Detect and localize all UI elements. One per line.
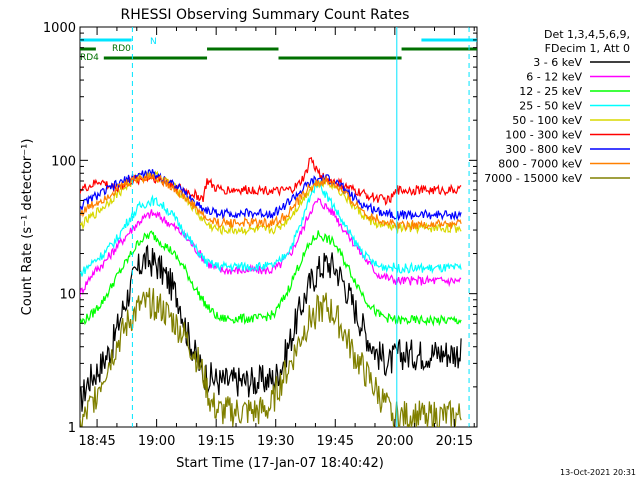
x-tick-label: 20:00 <box>376 434 413 449</box>
x-axis-label: Start Time (17-Jan-07 18:40:42) <box>176 456 384 471</box>
timestamp: 13-Oct-2021 20:31 <box>560 468 636 477</box>
bar-label-n: N <box>150 37 157 47</box>
series-line-2 <box>80 230 462 327</box>
axes-layer: 1 10 100 1000 18:45 19:00 19:15 19:30 19:45 20:00… <box>43 21 477 449</box>
series-line-6 <box>80 169 462 222</box>
legend-entry-label: 100 - 300 keV <box>505 129 582 142</box>
legend: Det 1,3,4,5,6,9,FDecim 1, Att 03 - 6 keV… <box>484 28 630 185</box>
chart-title: RHESSI Observing Summary Count Rates <box>121 7 410 23</box>
x-tick-label: 19:00 <box>138 434 175 449</box>
legend-header-line: Det 1,3,4,5,6,9, <box>544 28 630 41</box>
y-tick-label: 100 <box>51 154 76 169</box>
legend-entry-label: 6 - 12 keV <box>526 71 582 84</box>
x-tick-label: 19:15 <box>197 434 234 449</box>
legend-entry-label: 25 - 50 keV <box>519 100 582 113</box>
vertical-markers-layer <box>131 27 470 427</box>
legend-entry-label: 3 - 6 keV <box>533 56 582 69</box>
series-line-8 <box>80 287 462 427</box>
series-line-4 <box>80 170 462 236</box>
y-tick-label: 1000 <box>43 21 76 36</box>
series-line-0 <box>80 244 462 412</box>
legend-entry-label: 7000 - 15000 keV <box>484 172 582 185</box>
legend-entry-label: 800 - 7000 keV <box>498 158 582 171</box>
y-tick-label: 1 <box>68 421 76 436</box>
series-layer <box>80 156 462 427</box>
series-line-1 <box>80 197 462 298</box>
legend-entry-label: 12 - 25 keV <box>519 85 582 98</box>
status-bars-layer: N RD0 RD4 <box>80 37 477 63</box>
x-tick-label: 19:45 <box>317 434 354 449</box>
legend-header-line: FDecim 1, Att 0 <box>545 42 630 55</box>
x-tick-label: 20:15 <box>436 434 473 449</box>
plot-frame <box>79 26 478 428</box>
series-line-3 <box>80 180 462 277</box>
series-line-7 <box>80 172 462 231</box>
bar-label-rd0: RD0 <box>112 44 131 54</box>
y-tick-label: 10 <box>59 288 76 303</box>
x-tick-label: 18:45 <box>78 434 115 449</box>
y-axis-label: Count Rate (s⁻¹ detector⁻¹) <box>20 139 35 316</box>
legend-entry-label: 50 - 100 keV <box>512 114 582 127</box>
bar-label-rd4: RD4 <box>80 53 99 63</box>
x-tick-label: 19:30 <box>257 434 294 449</box>
legend-entry-label: 300 - 800 keV <box>505 143 582 156</box>
